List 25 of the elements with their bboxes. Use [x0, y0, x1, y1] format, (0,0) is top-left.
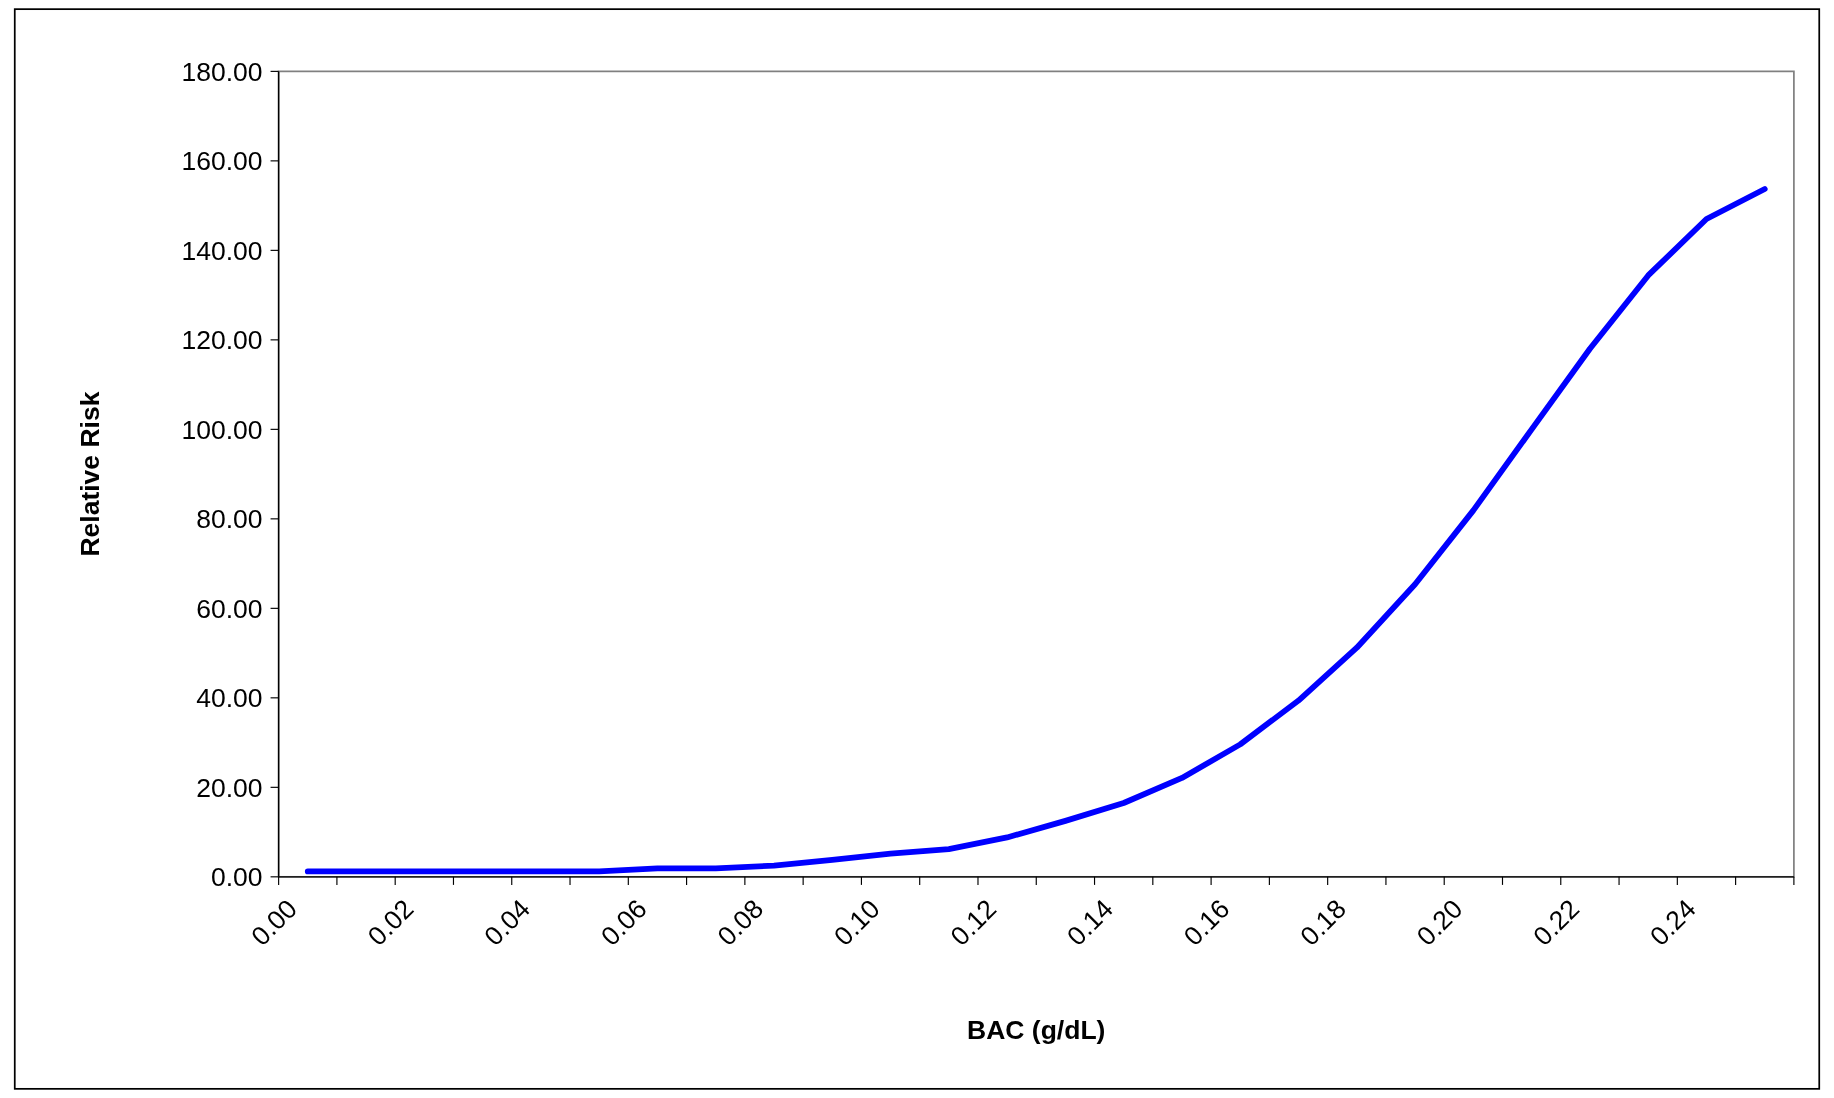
x-tick-label: 0.18: [1294, 893, 1352, 952]
x-tick-label: 0.00: [245, 893, 303, 952]
y-tick-label: 20.00: [196, 772, 263, 803]
x-tick-label: 0.16: [1177, 893, 1236, 952]
y-tick-label: 160.00: [181, 146, 263, 177]
y-tick-label: 180.00: [181, 56, 263, 87]
y-tick-label: 140.00: [181, 235, 263, 266]
x-tick-label: 0.10: [828, 893, 886, 952]
y-tick-label: 120.00: [181, 325, 263, 356]
x-tick-label: 0.20: [1410, 893, 1469, 952]
y-tick-label: 80.00: [196, 504, 263, 535]
y-tick-label: 60.00: [196, 593, 263, 624]
y-tick-label: 0.00: [210, 862, 263, 893]
x-tick-label: 0.22: [1527, 893, 1586, 952]
y-axis-title: Relative Risk: [74, 391, 105, 557]
x-tick-label: 0.06: [594, 893, 653, 952]
x-tick-label: 0.24: [1643, 893, 1702, 952]
y-tick-label: 100.00: [181, 414, 263, 445]
x-tick-label: 0.04: [478, 893, 537, 952]
x-tick-label: 0.12: [944, 893, 1003, 952]
x-tick-label: 0.08: [711, 893, 770, 952]
x-tick-label: 0.02: [361, 893, 420, 952]
y-tick-label: 40.00: [196, 683, 263, 714]
x-tick-label: 0.14: [1061, 893, 1119, 952]
x-axis-title: BAC (g/dL): [967, 1015, 1106, 1046]
